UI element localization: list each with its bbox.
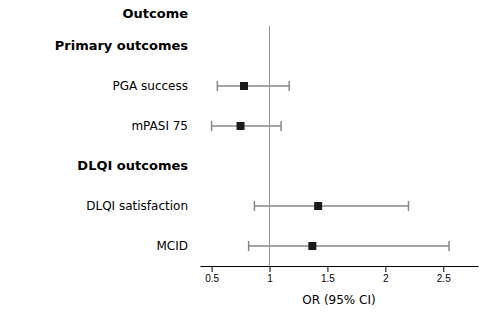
ci-cap-upper xyxy=(288,81,290,91)
x-tick: 2 xyxy=(383,266,389,284)
row-label: MCID xyxy=(156,239,188,253)
ci-cap-upper xyxy=(408,201,410,211)
ci-cap-lower xyxy=(248,241,250,251)
row-label: PGA success xyxy=(113,79,189,93)
x-tick: 0.5 xyxy=(205,266,219,284)
group-header: Primary outcomes xyxy=(55,38,189,53)
column-header: Outcome xyxy=(122,6,188,21)
x-tick-mark xyxy=(212,266,213,272)
x-tick-label: 0.5 xyxy=(205,273,219,284)
x-tick-label: 2 xyxy=(383,273,389,284)
ci-cap-upper xyxy=(280,121,282,131)
ci-line xyxy=(212,125,282,127)
point-estimate xyxy=(237,122,245,130)
point-estimate xyxy=(314,202,322,210)
group-header: DLQI outcomes xyxy=(77,158,188,173)
ci-cap-lower xyxy=(211,121,213,131)
x-axis-title: OR (95% CI) xyxy=(302,293,375,307)
row-label: mPASI 75 xyxy=(131,119,188,133)
x-axis-line xyxy=(201,266,479,267)
reference-line xyxy=(269,26,270,266)
x-tick: 1 xyxy=(267,266,273,284)
point-estimate xyxy=(308,242,316,250)
x-tick: 2.5 xyxy=(437,266,451,284)
ci-line xyxy=(217,85,289,87)
x-tick-mark xyxy=(327,266,328,272)
ci-cap-lower xyxy=(217,81,219,91)
ci-cap-upper xyxy=(448,241,450,251)
x-tick-mark xyxy=(443,266,444,272)
point-estimate xyxy=(240,82,248,90)
x-tick: 1.5 xyxy=(321,266,335,284)
ci-cap-lower xyxy=(254,201,256,211)
ci-line xyxy=(249,245,449,247)
x-tick-label: 1.5 xyxy=(321,273,335,284)
x-tick-mark xyxy=(270,266,271,272)
x-tick-mark xyxy=(385,266,386,272)
x-tick-label: 2.5 xyxy=(437,273,451,284)
x-tick-label: 1 xyxy=(267,273,273,284)
ci-line xyxy=(254,205,408,207)
chart: 0.5 1 1.5 2 2.5 OR (95% CI) Outcome Primary out… xyxy=(0,0,500,316)
marks xyxy=(212,26,449,266)
plot: 0.5 1 1.5 2 2.5 xyxy=(201,26,479,284)
x-axis: 0.5 1 1.5 2 2.5 xyxy=(201,266,479,284)
row-label: DLQI satisfaction xyxy=(86,199,188,213)
